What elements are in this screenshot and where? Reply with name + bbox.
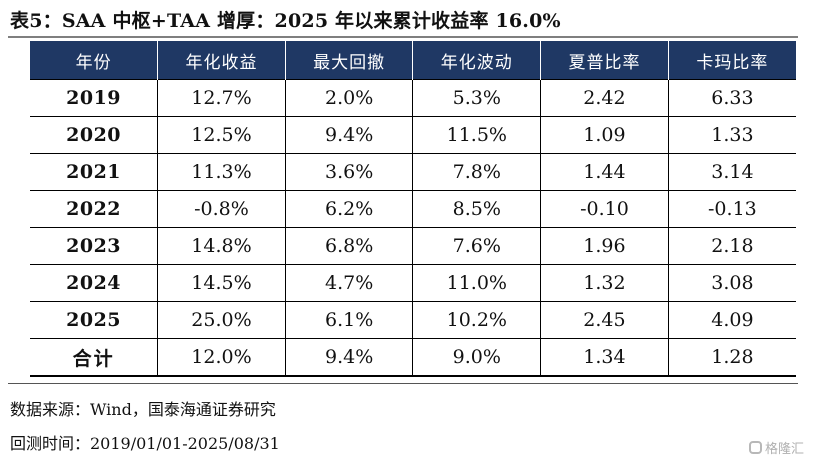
cell-max-drawdown: 6.2% xyxy=(284,190,413,228)
cell-max-drawdown: 6.8% xyxy=(284,227,413,265)
footer-divider xyxy=(8,383,798,384)
cell-calmar-ratio: 1.28 xyxy=(667,338,796,377)
cell-sharpe-ratio: 2.45 xyxy=(540,301,669,339)
cell-annual-volatility: 5.3% xyxy=(412,79,541,117)
cell-sharpe-ratio: 2.42 xyxy=(540,79,669,117)
cell-annual-return: 12.5% xyxy=(157,116,286,154)
header-calmar-ratio: 卡玛比率 xyxy=(667,41,796,80)
table-row: 2022 -0.8% 6.2% 8.5% -0.10 -0.13 xyxy=(30,190,796,228)
cell-calmar-ratio: 2.18 xyxy=(667,227,796,265)
title-divider xyxy=(8,36,798,38)
cell-year: 2023 xyxy=(30,227,158,265)
cell-annual-volatility: 7.6% xyxy=(412,227,541,265)
header-max-drawdown: 最大回撤 xyxy=(284,41,413,80)
table-total-row: 合计 12.0% 9.4% 9.0% 1.34 1.28 xyxy=(30,338,796,377)
cell-annual-return: 25.0% xyxy=(157,301,286,339)
cell-annual-return: 12.7% xyxy=(157,79,286,117)
cell-sharpe-ratio: 1.32 xyxy=(540,264,669,302)
table-row: 2023 14.8% 6.8% 7.6% 1.96 2.18 xyxy=(30,227,796,265)
table-row: 2021 11.3% 3.6% 7.8% 1.44 3.14 xyxy=(30,153,796,191)
table-row: 2020 12.5% 9.4% 11.5% 1.09 1.33 xyxy=(30,116,796,154)
cell-annual-volatility: 9.0% xyxy=(412,338,541,377)
cell-total-label: 合计 xyxy=(30,338,158,377)
cell-year: 2021 xyxy=(30,153,158,191)
cell-calmar-ratio: -0.13 xyxy=(667,190,796,228)
cell-calmar-ratio: 4.09 xyxy=(667,301,796,339)
cell-max-drawdown: 9.4% xyxy=(284,338,413,377)
table-row: 2024 14.5% 4.7% 11.0% 1.32 3.08 xyxy=(30,264,796,302)
source-note: 数据来源：Wind，国泰海通证券研究 xyxy=(10,400,276,419)
cell-annual-volatility: 11.0% xyxy=(412,264,541,302)
watermark-logo-icon xyxy=(748,441,762,454)
cell-max-drawdown: 6.1% xyxy=(284,301,413,339)
performance-table: 年份 年化收益 最大回撤 年化波动 夏普比率 卡玛比率 2019 12.7% 2… xyxy=(30,41,796,377)
cell-max-drawdown: 4.7% xyxy=(284,264,413,302)
header-year: 年份 xyxy=(30,41,158,80)
cell-sharpe-ratio: -0.10 xyxy=(540,190,669,228)
cell-annual-volatility: 11.5% xyxy=(412,116,541,154)
table-header-row: 年份 年化收益 最大回撤 年化波动 夏普比率 卡玛比率 xyxy=(30,41,796,80)
table-row: 2019 12.7% 2.0% 5.3% 2.42 6.33 xyxy=(30,79,796,117)
cell-calmar-ratio: 6.33 xyxy=(667,79,796,117)
cell-annual-return: 14.8% xyxy=(157,227,286,265)
cell-sharpe-ratio: 1.34 xyxy=(540,338,669,377)
cell-annual-return: 11.3% xyxy=(157,153,286,191)
cell-max-drawdown: 9.4% xyxy=(284,116,413,154)
cell-year: 2020 xyxy=(30,116,158,154)
cell-annual-volatility: 8.5% xyxy=(412,190,541,228)
cell-annual-volatility: 10.2% xyxy=(412,301,541,339)
backtest-period-note: 回测时间：2019/01/01-2025/08/31 xyxy=(10,434,280,453)
table-row: 2025 25.0% 6.1% 10.2% 2.45 4.09 xyxy=(30,301,796,339)
cell-year: 2024 xyxy=(30,264,158,302)
cell-calmar-ratio: 1.33 xyxy=(667,116,796,154)
watermark-text: 格隆汇 xyxy=(764,442,804,457)
cell-annual-return: 12.0% xyxy=(157,338,286,377)
cell-calmar-ratio: 3.08 xyxy=(667,264,796,302)
cell-sharpe-ratio: 1.96 xyxy=(540,227,669,265)
header-sharpe-ratio: 夏普比率 xyxy=(540,41,669,80)
cell-calmar-ratio: 3.14 xyxy=(667,153,796,191)
cell-sharpe-ratio: 1.09 xyxy=(540,116,669,154)
cell-year: 2025 xyxy=(30,301,158,339)
cell-annual-return: -0.8% xyxy=(157,190,286,228)
cell-annual-volatility: 7.8% xyxy=(412,153,541,191)
cell-max-drawdown: 2.0% xyxy=(284,79,413,117)
table-title: 表5：SAA 中枢+TAA 增厚：2025 年以来累计收益率 16.0% xyxy=(10,10,561,32)
header-annual-return: 年化收益 xyxy=(157,41,286,80)
watermark: 格隆汇 xyxy=(748,438,804,457)
header-annual-volatility: 年化波动 xyxy=(412,41,541,80)
cell-sharpe-ratio: 1.44 xyxy=(540,153,669,191)
cell-year: 2022 xyxy=(30,190,158,228)
cell-max-drawdown: 3.6% xyxy=(284,153,413,191)
cell-annual-return: 14.5% xyxy=(157,264,286,302)
cell-year: 2019 xyxy=(30,79,158,117)
